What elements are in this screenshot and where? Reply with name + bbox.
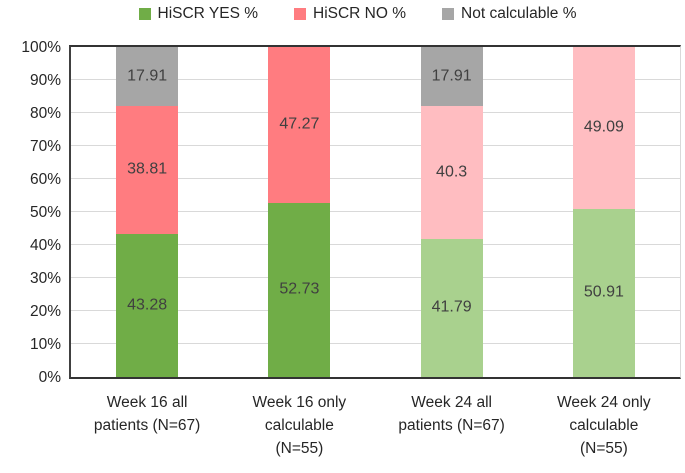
data-label: 43.28	[127, 296, 168, 314]
y-tick-label: 40%	[29, 236, 61, 254]
bar-segment: 17.91	[116, 47, 179, 107]
bar-segment: 38.81	[116, 106, 179, 235]
x-label-line: Week 24 only	[557, 394, 651, 411]
bar-segment: 41.79	[420, 239, 483, 377]
x-label-line: patients (N=67)	[398, 417, 505, 434]
gridline	[71, 211, 680, 212]
legend-label: HiSCR YES %	[157, 5, 259, 22]
x-label-line: Week 16 all	[106, 394, 188, 411]
y-tick-label: 60%	[29, 170, 61, 188]
data-label: 40.3	[436, 163, 468, 181]
y-tick-label: 100%	[21, 38, 61, 56]
data-label: 50.91	[583, 283, 624, 301]
gridline	[71, 112, 680, 113]
x-label-line: Week 16 only	[252, 394, 347, 411]
legend-item-hiscr-yes: HiSCR YES %	[138, 5, 259, 23]
data-label: 49.09	[583, 118, 624, 136]
y-tick-label: 30%	[29, 269, 61, 287]
x-category-label: Week 24 only calculable (N=55)	[527, 391, 680, 460]
x-label-line: calculable	[569, 417, 639, 434]
y-tick-label: 50%	[29, 203, 61, 221]
data-label: 41.79	[431, 298, 472, 316]
bar-segment: 43.28	[116, 234, 179, 377]
x-label-line: (N=55)	[579, 440, 628, 457]
gridline	[71, 310, 680, 311]
legend-swatch-gray-icon	[442, 8, 455, 20]
gridline	[71, 343, 680, 344]
bar-segment: 17.91	[420, 47, 483, 107]
y-tick-label: 20%	[29, 302, 61, 320]
bar-segment: 40.3	[420, 106, 483, 240]
x-label-line: Week 24 all	[411, 394, 492, 411]
legend-label: HiSCR NO %	[313, 5, 407, 22]
data-label: 38.81	[127, 160, 168, 178]
bar-segment: 52.73	[268, 203, 331, 377]
legend-item-not-calculable: Not calculable %	[442, 5, 576, 23]
legend-swatch-red-icon	[294, 8, 307, 20]
gridline	[71, 244, 680, 245]
chart-legend: HiSCR YES % HiSCR NO % Not calculable %	[30, 3, 685, 25]
bar-segment: 49.09	[572, 47, 635, 209]
y-tick-label: 90%	[29, 71, 61, 89]
x-label-line: calculable	[264, 417, 334, 434]
y-tick-label: 70%	[29, 137, 61, 155]
x-label-line: patients (N=67)	[93, 417, 201, 434]
x-label-line: (N=55)	[275, 440, 324, 457]
x-category-label: Week 16 all patients (N=67)	[71, 391, 224, 437]
data-label: 17.91	[127, 67, 168, 85]
gridline	[71, 277, 680, 278]
plot-area: 43.28 38.81 17.91 52.73 47.27 41.79 40.3 17.91 5…	[69, 45, 681, 379]
data-label: 47.27	[279, 115, 320, 133]
y-tick-label: 80%	[29, 104, 61, 122]
legend-label: Not calculable %	[461, 5, 577, 22]
gridline	[71, 178, 680, 179]
legend-swatch-green-icon	[138, 8, 151, 20]
bar-segment: 50.91	[572, 209, 635, 377]
legend-item-hiscr-no: HiSCR NO %	[294, 5, 406, 23]
x-category-label: Week 16 only calculable (N=55)	[223, 391, 376, 460]
x-category-label: Week 24 all patients (N=67)	[375, 391, 528, 437]
data-label: 17.91	[431, 67, 472, 85]
data-label: 52.73	[279, 280, 320, 298]
y-tick-label: 0%	[38, 368, 61, 386]
y-tick-label: 10%	[29, 335, 61, 353]
bar-segment: 47.27	[268, 47, 331, 203]
gridline	[71, 79, 680, 80]
gridline	[71, 145, 680, 146]
